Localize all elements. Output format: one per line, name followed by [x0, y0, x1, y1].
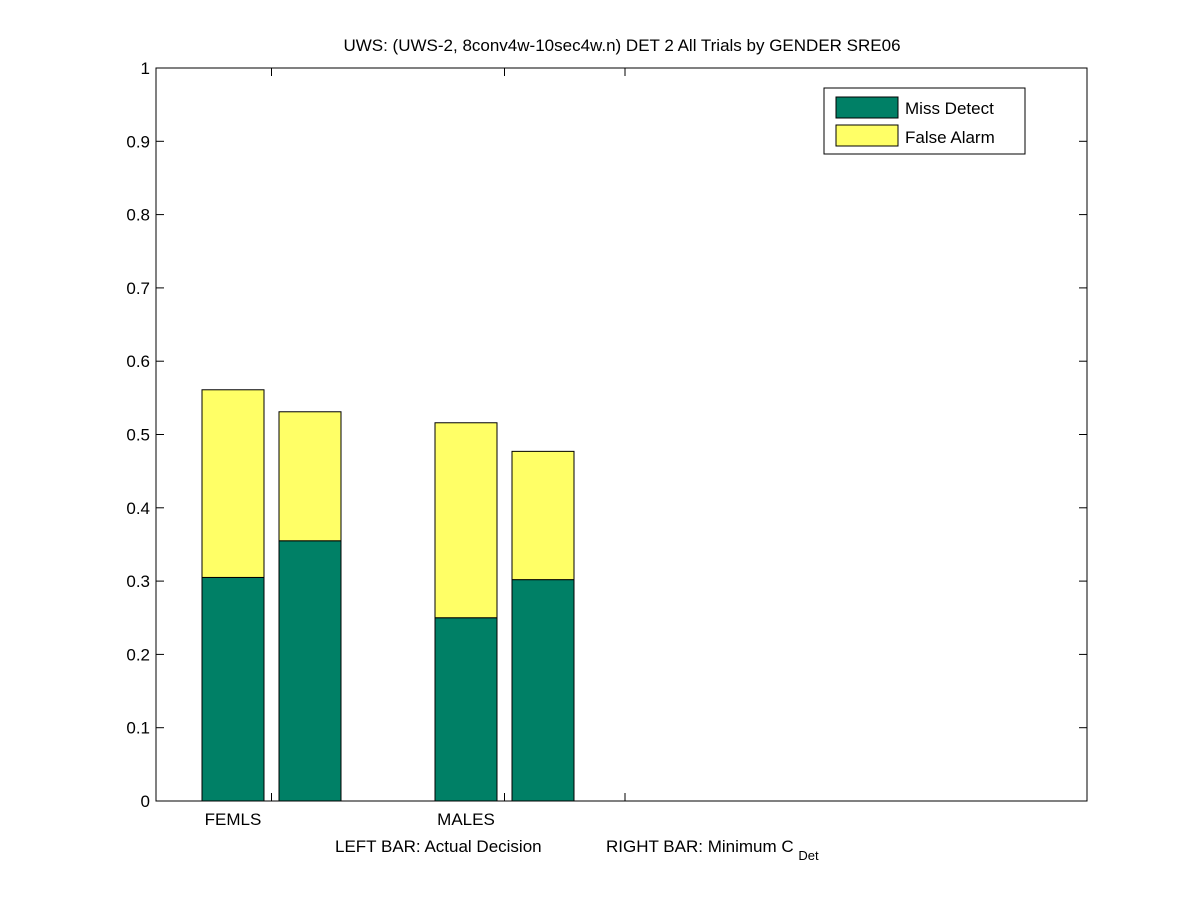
x-label-right: RIGHT BAR: Minimum C — [606, 837, 794, 856]
y-tick-label: 0.9 — [126, 132, 150, 151]
legend-swatch-miss-detect — [835, 96, 899, 119]
bar-femls-min-cdet-miss-detect — [278, 540, 342, 802]
y-tick-label: 0.7 — [126, 279, 150, 298]
bar-femls-actual-miss-detect — [201, 576, 265, 802]
x-axis-label: LEFT BAR: Actual Decision RIGHT BAR: Min… — [335, 837, 819, 863]
bar-femls-min-cdet-false-alarm — [278, 411, 342, 542]
y-tick-label: 0.4 — [126, 499, 150, 518]
bar-femls-actual-false-alarm — [201, 389, 265, 578]
legend-swatch-false-alarm — [835, 124, 899, 147]
x-label-left: LEFT BAR: Actual Decision — [335, 837, 542, 856]
x-label-subscript: Det — [798, 848, 819, 863]
group-label-males: MALES — [437, 810, 495, 829]
y-tick-label: 0.6 — [126, 352, 150, 371]
y-tick-label: 0.2 — [126, 645, 150, 664]
x-tick-labels: FEMLS MALES — [205, 810, 495, 829]
bar-males-min-cdet-false-alarm — [511, 450, 575, 581]
bar-males-actual-false-alarm — [434, 422, 498, 619]
y-tick-label: 1 — [141, 59, 150, 78]
bar-males-min-cdet-miss-detect — [511, 579, 575, 802]
y-axis: 0 0.1 0.2 0.3 0.4 0.5 0.6 0.7 0.8 0.9 1 — [126, 59, 1087, 811]
y-tick-label: 0.3 — [126, 572, 150, 591]
y-tick-label: 0 — [141, 792, 150, 811]
bar-males-actual-miss-detect — [434, 617, 498, 802]
y-tick-label: 0.8 — [126, 206, 150, 225]
legend: Miss Detect False Alarm — [823, 87, 1026, 155]
bars — [201, 389, 575, 802]
group-label-femls: FEMLS — [205, 810, 262, 829]
legend-label-false-alarm: False Alarm — [905, 128, 995, 147]
y-tick-label: 0.1 — [126, 719, 150, 738]
legend-item-miss-detect: Miss Detect — [835, 96, 994, 119]
legend-item-false-alarm: False Alarm — [835, 124, 995, 147]
y-tick-label: 0.5 — [126, 426, 150, 445]
chart-title: UWS: (UWS-2, 8conv4w-10sec4w.n) DET 2 Al… — [343, 36, 900, 55]
legend-label-miss-detect: Miss Detect — [905, 99, 994, 118]
x-axis-ticks — [271, 68, 626, 801]
